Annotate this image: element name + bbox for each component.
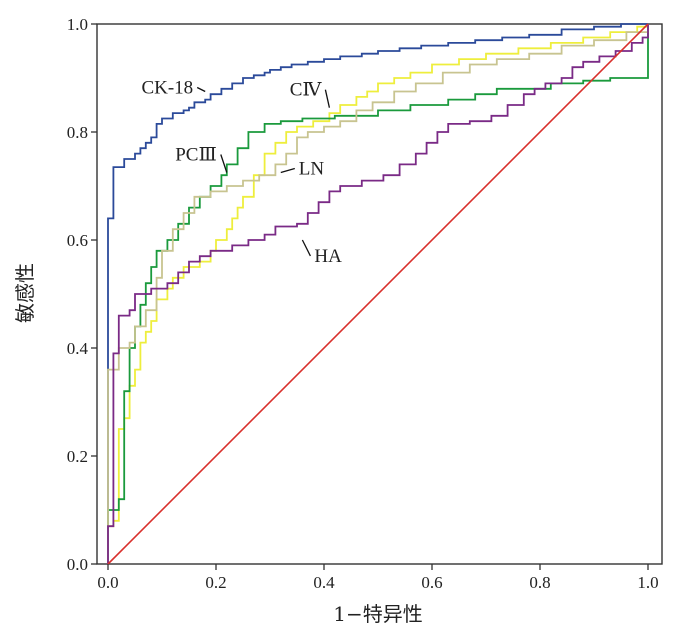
x-tick-label: 0.4 <box>313 573 335 592</box>
series-line-ln <box>107 24 649 564</box>
y-tick-label: 0.2 <box>67 447 88 466</box>
plot-frame <box>96 23 663 565</box>
x-tick-label: 0.8 <box>529 573 550 592</box>
annotation-label-c: CⅣ <box>290 80 323 101</box>
axes-layer: 0.0 0.2 0.4 0.6 0.8 1.0 0.0 0.2 0.4 0.6 0.8 1.0 <box>67 15 659 592</box>
annotation-label-ln: LN <box>299 159 325 180</box>
plot-area <box>96 23 663 565</box>
x-tick-label: 0.6 <box>421 573 442 592</box>
reference-diagonal-line <box>107 23 649 565</box>
annotation-leader-c <box>324 89 331 108</box>
series-line-ha <box>107 24 649 564</box>
y-tick-label: 0.8 <box>67 123 88 142</box>
x-axis-title: 1−特异性 <box>333 602 422 626</box>
x-tick-label: 0.0 <box>97 573 118 592</box>
annotation-leader-ln <box>280 167 295 174</box>
annotation-leader-pc <box>220 154 228 173</box>
series-layer <box>107 23 649 565</box>
annotation-label-ha: HA <box>314 246 342 267</box>
x-tick-label: 1.0 <box>637 573 658 592</box>
x-tick-label: 0.2 <box>205 573 226 592</box>
annotation-leader-ha <box>301 239 311 257</box>
y-tick-label: 0.6 <box>67 231 88 250</box>
annotation-label-ck-18: CK-18 <box>141 78 193 99</box>
annotation-label-pc: PCⅢ <box>175 145 217 166</box>
y-tick-label: 0.4 <box>67 339 89 358</box>
series-line-ck-18 <box>107 23 648 564</box>
annotation-leader-ck-18 <box>196 86 206 93</box>
y-tick-label: 0.0 <box>67 555 88 574</box>
y-tick-label: 1.0 <box>67 15 88 34</box>
y-axis-title: 敏感性 <box>13 263 37 323</box>
annotation-layer: CK-18 CⅣ PCⅢ LN HA <box>141 78 342 268</box>
